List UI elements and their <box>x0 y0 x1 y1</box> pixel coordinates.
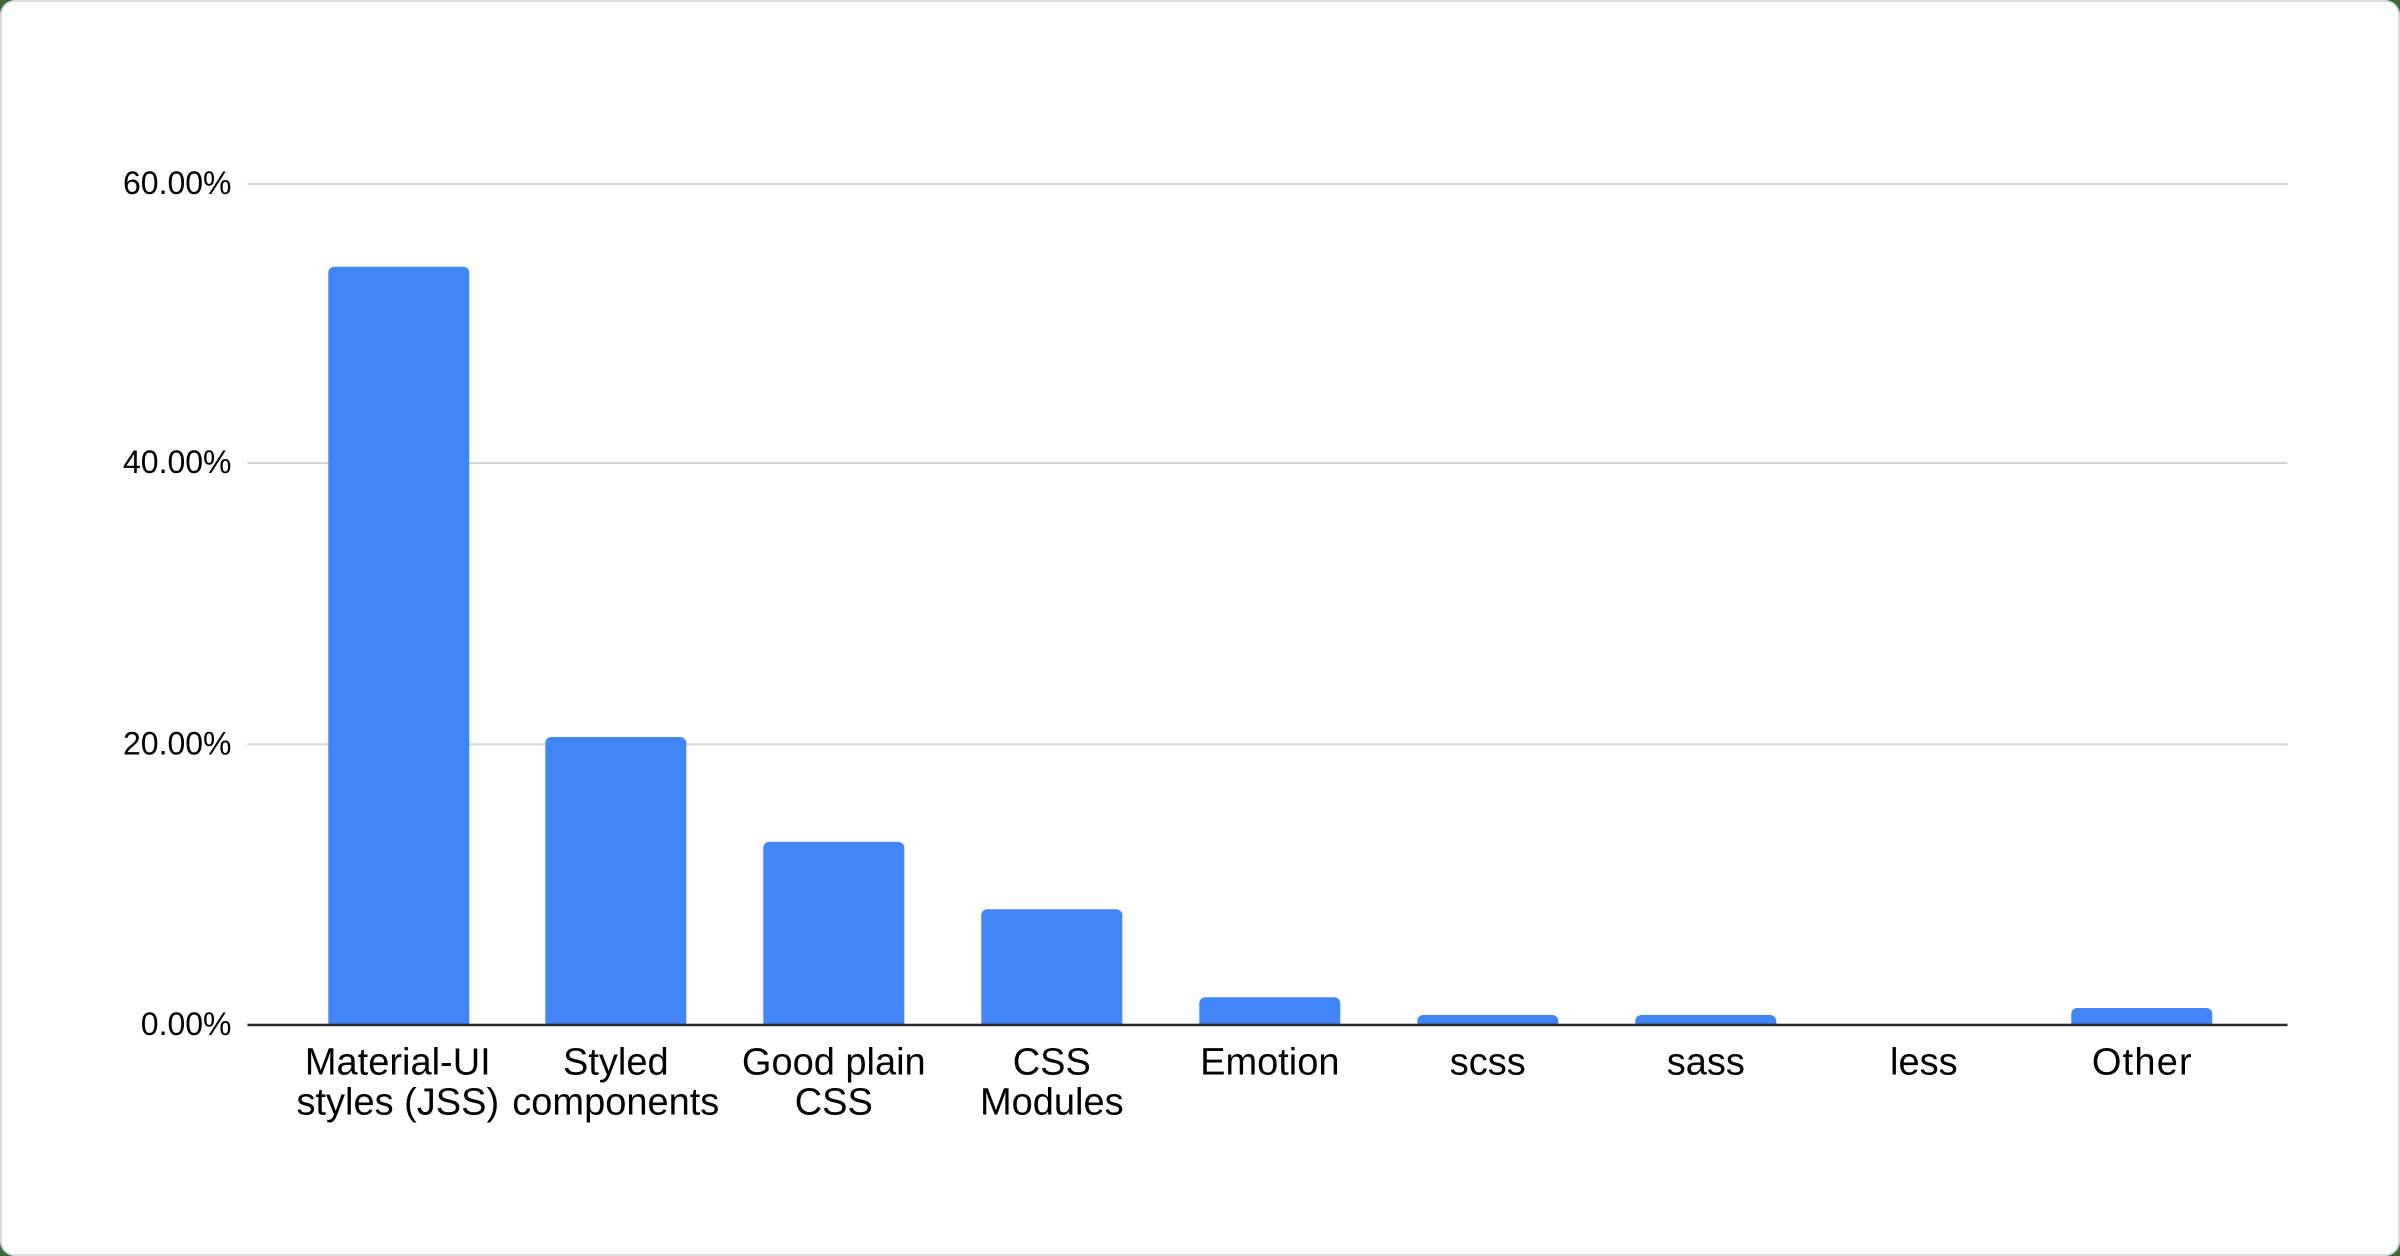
svg-text:40.00%: 40.00% <box>123 444 232 480</box>
svg-text:Styled: Styled <box>563 1042 669 1084</box>
svg-text:scss: scss <box>1450 1042 1526 1084</box>
svg-text:components: components <box>512 1082 719 1124</box>
svg-text:sass: sass <box>1667 1042 1745 1084</box>
svg-text:0.00%: 0.00% <box>141 1006 232 1042</box>
svg-text:Emotion: Emotion <box>1200 1042 1339 1084</box>
svg-text:Modules: Modules <box>980 1082 1124 1124</box>
svg-text:Good plain: Good plain <box>742 1042 926 1084</box>
svg-text:20.00%: 20.00% <box>123 725 232 761</box>
svg-text:Material-UI: Material-UI <box>305 1042 491 1084</box>
svg-text:less: less <box>1890 1042 1958 1084</box>
svg-text:styles (JSS): styles (JSS) <box>296 1082 499 1124</box>
svg-text:CSS: CSS <box>795 1082 873 1124</box>
svg-text:CSS: CSS <box>1013 1042 1091 1084</box>
svg-text:60.00%: 60.00% <box>123 165 232 201</box>
svg-text:Other: Other <box>2092 1042 2193 1084</box>
